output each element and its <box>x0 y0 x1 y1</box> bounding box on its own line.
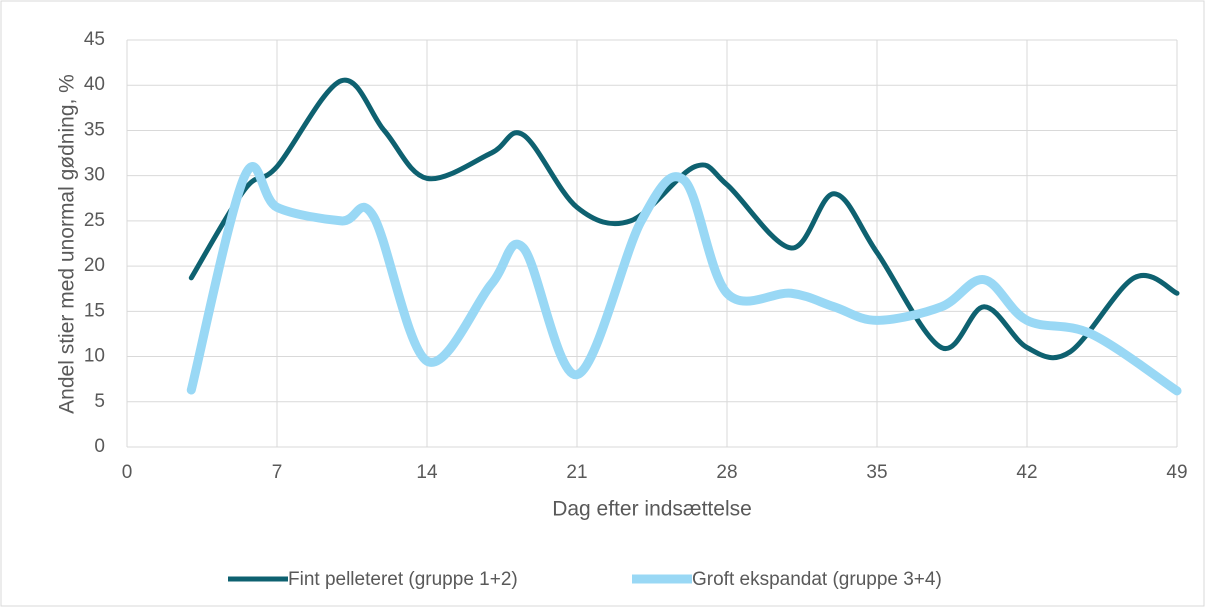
y-tick-label: 25 <box>84 210 105 231</box>
y-tick-label: 20 <box>84 255 105 276</box>
x-tick-label: 35 <box>866 462 887 483</box>
x-tick-label: 7 <box>272 462 283 483</box>
y-tick-label: 5 <box>94 391 105 412</box>
series-line <box>188 77 1180 361</box>
legend-label: Fint pelleteret (gruppe 1+2) <box>288 569 518 590</box>
y-tick-label: 10 <box>84 346 105 367</box>
y-tick-label: 15 <box>84 300 105 321</box>
series-line <box>186 162 1182 396</box>
x-tick-label: 21 <box>566 462 587 483</box>
y-tick-label: 40 <box>84 74 105 95</box>
y-tick-label: 35 <box>84 119 105 140</box>
y-axis-title: Andel stier med unormal gødning, % <box>56 74 79 414</box>
x-tick-label: 49 <box>1166 462 1187 483</box>
y-tick-label: 45 <box>84 29 105 50</box>
x-tick-label: 42 <box>1016 462 1037 483</box>
y-tick-label: 0 <box>94 436 105 457</box>
x-tick-label: 14 <box>416 462 438 483</box>
legend-label: Groft ekspandat (gruppe 3+4) <box>692 569 942 590</box>
x-tick-label: 28 <box>716 462 737 483</box>
y-tick-label: 30 <box>84 165 105 186</box>
x-axis-title: Dag efter indsættelse <box>552 498 752 521</box>
x-tick-label: 0 <box>122 462 133 483</box>
